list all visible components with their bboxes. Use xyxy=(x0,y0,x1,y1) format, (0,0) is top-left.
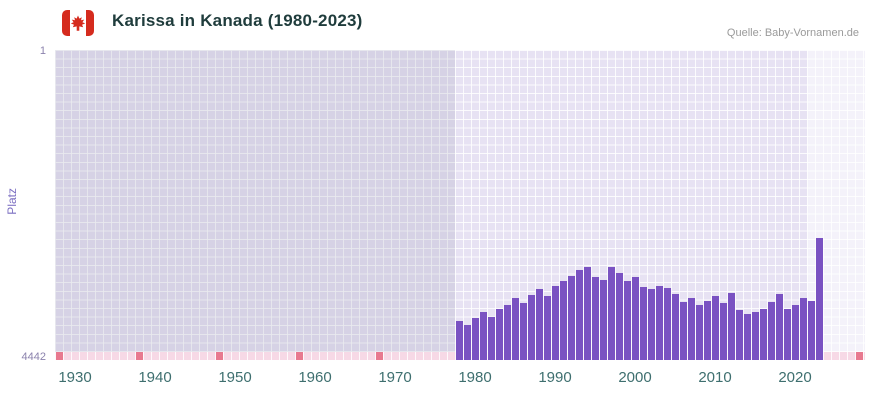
chart-title: Karissa in Kanada (1980-2023) xyxy=(112,11,363,30)
bar-2006[interactable] xyxy=(679,301,687,360)
no-data-mark-1948 xyxy=(215,352,223,360)
no-data-mark-2028 xyxy=(855,352,863,360)
bar-1995[interactable] xyxy=(591,276,599,360)
x-tick-label: 1980 xyxy=(458,369,492,386)
y-tick-top: 1 xyxy=(39,45,46,57)
bar-2013[interactable] xyxy=(735,309,743,360)
bar-1985[interactable] xyxy=(511,298,519,360)
no-data-mark-1968 xyxy=(375,352,383,360)
y-axis-label: Platz xyxy=(5,188,19,215)
bar-2003[interactable] xyxy=(655,286,663,360)
bar-2009[interactable] xyxy=(703,301,711,360)
no-data-mark-1958 xyxy=(295,352,303,360)
bar-2002[interactable] xyxy=(647,289,655,360)
bar-2016[interactable] xyxy=(759,308,767,360)
bar-2011[interactable] xyxy=(719,302,727,360)
bar-1989[interactable] xyxy=(543,296,551,360)
bar-2018[interactable] xyxy=(775,294,783,360)
bar-2021[interactable] xyxy=(799,298,807,360)
source-credit: Quelle: Baby-Vornamen.de xyxy=(726,27,859,39)
bar-2019[interactable] xyxy=(783,308,791,360)
x-axis: 1930 1940 1950 1960 1970 1980 1990 2000 2010 2020 xyxy=(55,369,865,393)
y-tick-bottom: 4442 xyxy=(21,351,46,363)
bar-1993[interactable] xyxy=(575,269,583,360)
bar-1992[interactable] xyxy=(567,276,575,360)
x-tick-label: 2010 xyxy=(698,369,732,386)
bar-2014[interactable] xyxy=(743,314,751,360)
bar-1978[interactable] xyxy=(455,321,463,360)
bar-1994[interactable] xyxy=(583,267,591,360)
x-tick-label: 1960 xyxy=(298,369,332,386)
bar-2015[interactable] xyxy=(751,311,759,360)
bar-2020[interactable] xyxy=(791,304,799,360)
x-tick-label: 1990 xyxy=(538,369,572,386)
x-tick-label: 1940 xyxy=(138,369,172,386)
bar-2005[interactable] xyxy=(671,293,679,360)
bar-2007[interactable] xyxy=(687,297,695,360)
plot-area xyxy=(55,50,865,360)
canada-flag-icon xyxy=(62,10,94,36)
bar-2001[interactable] xyxy=(639,286,647,360)
x-tick-label: 2000 xyxy=(618,369,652,386)
x-tick-label: 2020 xyxy=(778,369,812,386)
bar-2008[interactable] xyxy=(695,305,703,360)
no-data-mark-1938 xyxy=(135,352,143,360)
bar-1983[interactable] xyxy=(495,308,503,360)
bar-1988[interactable] xyxy=(535,289,543,360)
bar-1984[interactable] xyxy=(503,304,511,360)
bar-1991[interactable] xyxy=(559,280,567,360)
bar-1982[interactable] xyxy=(487,317,495,360)
bar-1990[interactable] xyxy=(551,286,559,360)
bar-2010[interactable] xyxy=(711,295,719,360)
x-tick-label: 1970 xyxy=(378,369,412,386)
bar-2022[interactable] xyxy=(807,301,815,360)
bar-2000[interactable] xyxy=(631,277,639,360)
bar-1998[interactable] xyxy=(615,272,623,360)
bar-1996[interactable] xyxy=(599,279,607,360)
x-tick-label: 1930 xyxy=(58,369,92,386)
no-data-mark-1928 xyxy=(55,352,63,360)
bar-1999[interactable] xyxy=(623,280,631,360)
no-data-region xyxy=(55,50,455,360)
bar-1979[interactable] xyxy=(463,324,471,360)
x-tick-label: 1950 xyxy=(218,369,252,386)
bar-2017[interactable] xyxy=(767,301,775,360)
bar-1997[interactable] xyxy=(607,266,615,360)
bar-1987[interactable] xyxy=(527,294,535,360)
bar-1981[interactable] xyxy=(479,312,487,360)
bar-2012[interactable] xyxy=(727,292,735,360)
bar-2023[interactable] xyxy=(815,237,823,360)
bar-1986[interactable] xyxy=(519,302,527,360)
bar-1980[interactable] xyxy=(471,318,479,360)
bar-2004[interactable] xyxy=(663,287,671,360)
